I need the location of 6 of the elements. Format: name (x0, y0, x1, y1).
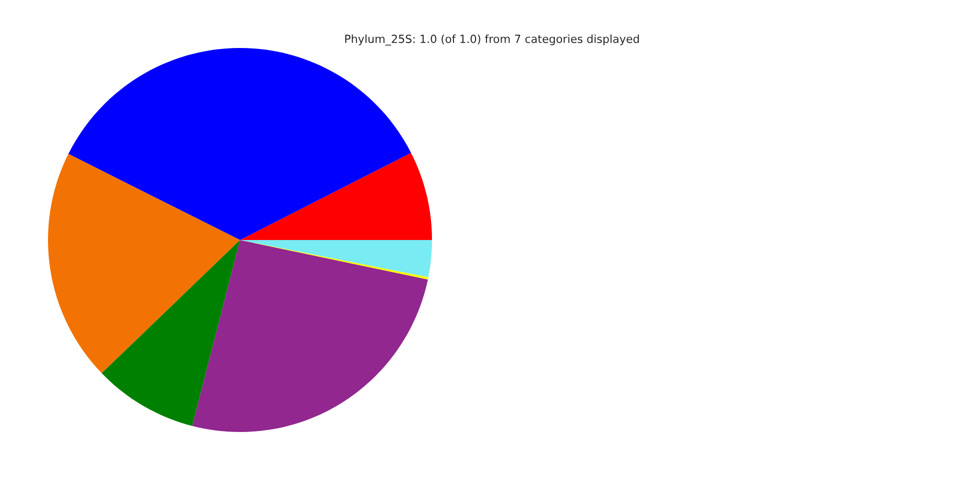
pie-slice (240, 152, 432, 240)
text: Phylum_25S: 1.0 (of 1.0) from 7 categories displayed (345, 34, 639, 46)
pie-slice (102, 240, 240, 426)
pie-slice (68, 48, 412, 240)
pie-slice (48, 154, 240, 374)
pie-slice (192, 240, 428, 432)
